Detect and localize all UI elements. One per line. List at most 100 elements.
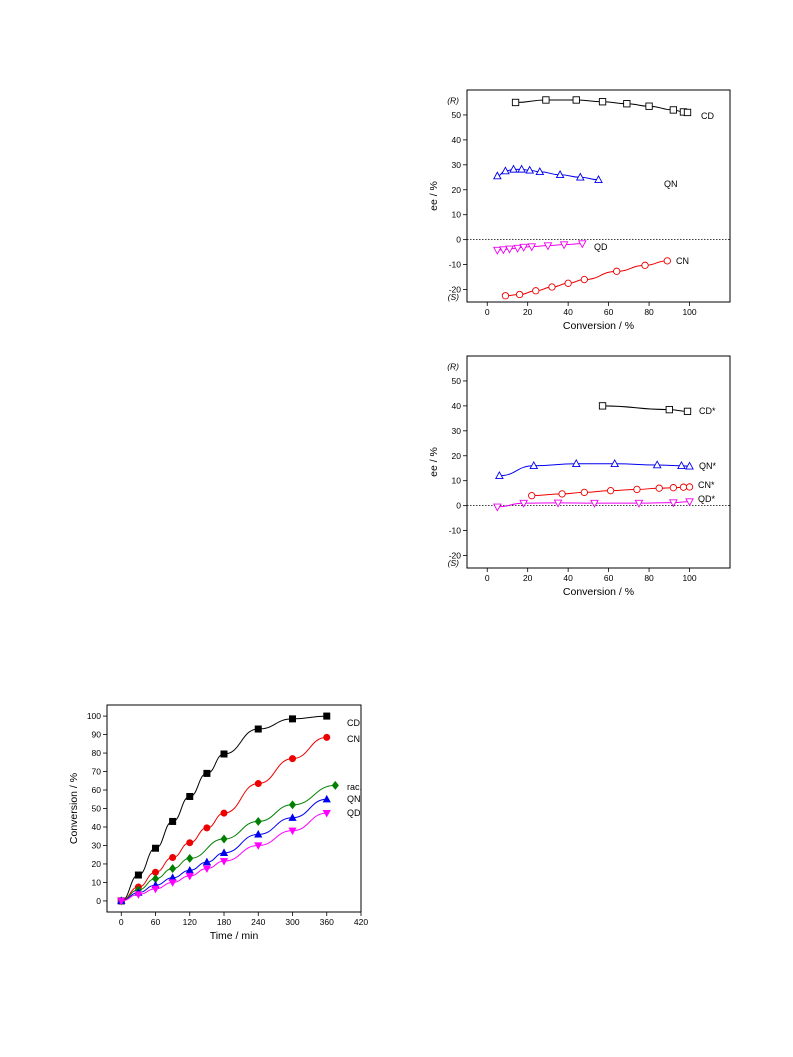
data-point [590, 499, 599, 508]
data-point [598, 98, 607, 106]
data-point [323, 733, 331, 741]
series-qn [495, 459, 694, 479]
y-tick-label: 10 [452, 476, 462, 486]
y-tick-label: 20 [452, 185, 462, 195]
data-point [623, 100, 631, 108]
data-point [220, 834, 228, 844]
x-tick-label: 120 [183, 917, 197, 927]
data-point [577, 240, 587, 249]
data-point [203, 769, 211, 777]
data-point [558, 490, 566, 498]
data-point [529, 461, 539, 469]
y-tick-label: -20 [449, 285, 462, 295]
x-tick-label: 40 [563, 307, 573, 317]
data-point [683, 407, 692, 416]
data-point [655, 484, 663, 492]
series-qd [492, 498, 694, 512]
y-tick-label: 40 [92, 822, 102, 832]
series-qd [492, 240, 587, 255]
data-point [220, 809, 228, 817]
x-tick-label: 60 [604, 307, 614, 317]
y-tick-label: 50 [452, 110, 462, 120]
y-axis-label: ee / % [428, 447, 440, 477]
data-point [169, 817, 177, 825]
data-point [559, 241, 569, 250]
data-point [254, 780, 262, 788]
data-point [186, 839, 194, 847]
data-point [613, 267, 621, 275]
r-enantiomer-label: (R) [447, 95, 459, 105]
y-tick-label: 70 [92, 767, 102, 777]
x-axis-label: Time / min [210, 930, 259, 942]
data-point [134, 871, 142, 879]
data-point [543, 242, 553, 251]
y-tick-label: 50 [452, 376, 462, 386]
data-point [331, 780, 339, 790]
data-point [683, 108, 692, 117]
series-label: CD* [699, 406, 716, 416]
x-tick-label: 100 [682, 307, 696, 317]
s-enantiomer-label: (S) [448, 558, 460, 568]
data-point [606, 487, 615, 495]
data-point [254, 816, 262, 826]
x-tick-label: 40 [563, 573, 573, 583]
data-point [519, 499, 529, 508]
data-point [509, 164, 518, 173]
data-point [572, 96, 580, 104]
y-tick-label: 0 [456, 501, 461, 511]
data-point [492, 246, 502, 255]
series-cn [117, 733, 331, 905]
data-point [575, 172, 585, 181]
y-tick-label: 100 [87, 711, 101, 721]
data-point [288, 827, 297, 836]
data-point [511, 98, 520, 107]
x-tick-label: 0 [485, 573, 490, 583]
data-point [517, 164, 526, 173]
data-point [492, 503, 502, 512]
series-cd [598, 402, 692, 416]
data-point [685, 461, 694, 470]
series-label: QN [347, 794, 361, 804]
s-enantiomer-label: (S) [448, 292, 460, 302]
data-point [151, 885, 160, 894]
plot-frame [466, 355, 731, 569]
series-cn [528, 483, 694, 500]
data-point [634, 499, 644, 508]
x-tick-label: 420 [354, 917, 368, 927]
x-tick-label: 20 [523, 307, 533, 317]
data-point [610, 459, 620, 467]
r-enantiomer-label: (R) [447, 361, 459, 371]
data-point [203, 824, 211, 832]
x-tick-label: 20 [523, 573, 533, 583]
data-point [519, 243, 529, 252]
data-point [202, 865, 211, 873]
data-point [641, 261, 649, 269]
plot-frame [466, 89, 731, 303]
series-label: QD [594, 242, 608, 252]
y-tick-label: 60 [92, 785, 102, 795]
data-point [528, 492, 536, 500]
series-label: QN [664, 179, 678, 189]
data-point [580, 488, 588, 497]
data-point [513, 244, 522, 253]
data-point [186, 853, 194, 863]
y-tick-label: 30 [452, 426, 462, 436]
data-point [169, 853, 177, 861]
data-point [499, 246, 508, 255]
data-point [663, 257, 671, 265]
data-point [525, 165, 535, 174]
data-point [117, 897, 126, 906]
data-point [553, 499, 563, 508]
data-point [322, 810, 331, 818]
data-point [323, 712, 331, 720]
series-cd [511, 96, 692, 117]
y-tick-label: 40 [452, 135, 462, 145]
y-tick-label: 0 [96, 896, 101, 906]
data-point [152, 844, 160, 852]
data-point [220, 750, 228, 758]
y-tick-label: -10 [449, 526, 462, 536]
data-point [685, 483, 694, 491]
data-point [501, 292, 510, 300]
